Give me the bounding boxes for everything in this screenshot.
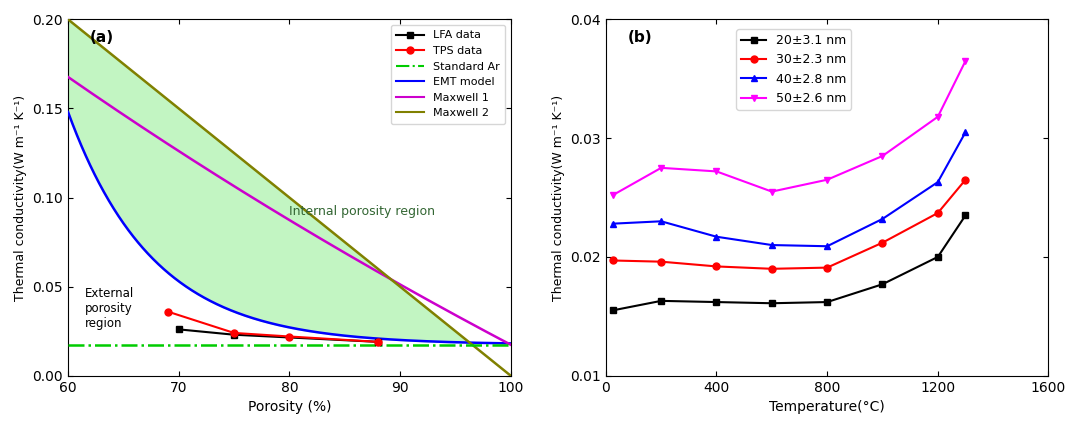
50±2.6 nm: [931, 114, 944, 119]
40±2.8 nm: [821, 244, 834, 249]
20±3.1 nm: [931, 254, 944, 259]
Line: 50±2.6 nm: 50±2.6 nm: [609, 57, 969, 199]
Text: (a): (a): [91, 30, 114, 45]
Text: External
porosity
region: External porosity region: [84, 287, 134, 330]
50±2.6 nm: [876, 153, 889, 158]
X-axis label: Porosity (%): Porosity (%): [247, 400, 332, 414]
Legend: LFA data, TPS data, Standard Ar, EMT model, Maxwell 1, Maxwell 2: LFA data, TPS data, Standard Ar, EMT mod…: [391, 25, 505, 124]
40±2.8 nm: [766, 243, 779, 248]
Line: 30±2.3 nm: 30±2.3 nm: [609, 176, 969, 272]
40±2.8 nm: [710, 234, 723, 239]
20±3.1 nm: [876, 282, 889, 287]
30±2.3 nm: [876, 240, 889, 245]
Text: (b): (b): [627, 30, 652, 45]
Y-axis label: Thermal conductivity(W m⁻¹ K⁻¹): Thermal conductivity(W m⁻¹ K⁻¹): [14, 95, 27, 300]
20±3.1 nm: [654, 298, 667, 303]
50±2.6 nm: [710, 169, 723, 174]
40±2.8 nm: [959, 130, 972, 135]
30±2.3 nm: [654, 259, 667, 264]
20±3.1 nm: [821, 300, 834, 305]
30±2.3 nm: [821, 265, 834, 270]
Line: 40±2.8 nm: 40±2.8 nm: [609, 129, 969, 250]
20±3.1 nm: [710, 300, 723, 305]
30±2.3 nm: [710, 264, 723, 269]
20±3.1 nm: [606, 308, 619, 313]
30±2.3 nm: [931, 211, 944, 216]
50±2.6 nm: [606, 193, 619, 198]
Y-axis label: Thermal conductivity(W m⁻¹ K⁻¹): Thermal conductivity(W m⁻¹ K⁻¹): [552, 95, 565, 300]
30±2.3 nm: [766, 266, 779, 271]
40±2.8 nm: [931, 179, 944, 184]
20±3.1 nm: [766, 301, 779, 306]
X-axis label: Temperature(°C): Temperature(°C): [769, 400, 885, 414]
20±3.1 nm: [959, 213, 972, 218]
50±2.6 nm: [766, 189, 779, 194]
50±2.6 nm: [959, 58, 972, 63]
Legend: 20±3.1 nm, 30±2.3 nm, 40±2.8 nm, 50±2.6 nm: 20±3.1 nm, 30±2.3 nm, 40±2.8 nm, 50±2.6 …: [737, 29, 851, 110]
40±2.8 nm: [654, 219, 667, 224]
Text: Internal porosity region: Internal porosity region: [289, 205, 435, 218]
50±2.6 nm: [654, 165, 667, 170]
30±2.3 nm: [959, 177, 972, 182]
40±2.8 nm: [606, 221, 619, 226]
Line: 20±3.1 nm: 20±3.1 nm: [609, 212, 969, 314]
30±2.3 nm: [606, 258, 619, 263]
50±2.6 nm: [821, 177, 834, 182]
40±2.8 nm: [876, 216, 889, 221]
